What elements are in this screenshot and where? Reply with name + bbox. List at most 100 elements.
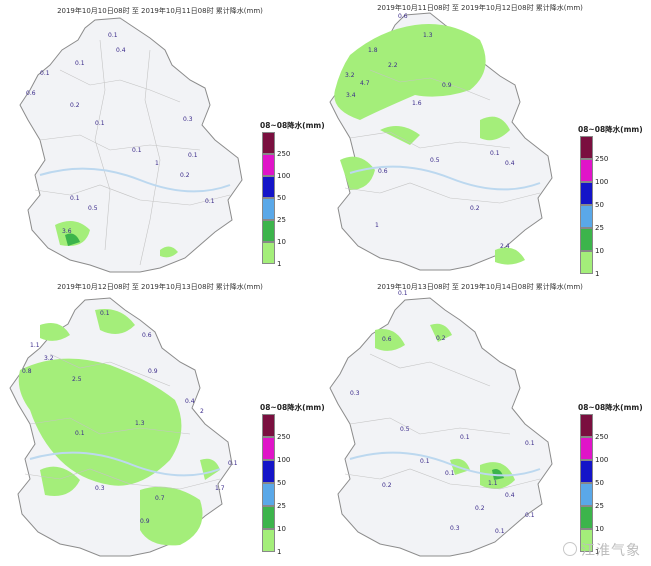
rain-label: 0.1 (495, 528, 505, 535)
legend-title: 08~08降水(mm) (260, 121, 325, 130)
rain-label: 0.4 (505, 160, 515, 167)
province-map (329, 12, 553, 271)
rain-area (334, 24, 525, 265)
legend-swatch (580, 460, 593, 483)
legend-swatch (580, 136, 593, 159)
rain-label: 0.9 (140, 518, 150, 525)
rain-label: 0.5 (430, 157, 440, 164)
rain-label: 0.1 (108, 32, 118, 39)
legend-swatch (580, 159, 593, 182)
rain-label: 0.1 (445, 470, 455, 477)
legend-swatch (262, 132, 275, 154)
rain-label: 1.3 (423, 32, 433, 39)
legend-title: 08~08降水(mm) (260, 403, 325, 412)
rain-label: 0.2 (436, 335, 446, 342)
legend-swatch (262, 220, 275, 242)
legend-tick: 250 (595, 433, 609, 441)
legend-swatch (262, 483, 275, 506)
panel-title: 2019年10月10日08时 至 2019年10月11日08时 累计降水(mm) (57, 7, 263, 15)
legend-tick: 250 (595, 155, 609, 163)
rain-label: 1 (375, 222, 379, 229)
province-outline (19, 17, 243, 273)
rain-label: 0.3 (183, 116, 193, 123)
rain-label: 0.3 (450, 525, 460, 532)
rain-label: 1 (155, 160, 159, 167)
rain-label: 3.2 (345, 72, 355, 79)
province-map (19, 17, 243, 273)
map-panel-3: 2019年10月12日08时 至 2019年10月13日08时 累计降水(mm)… (0, 280, 325, 560)
rain-label: 1.1 (488, 480, 498, 487)
legend-swatch (580, 205, 593, 228)
rain-label: 0.1 (70, 195, 80, 202)
legend-swatch (580, 414, 593, 437)
legend-swatch (580, 529, 593, 552)
legend-swatch (262, 529, 275, 552)
rain-label: 0.2 (70, 102, 80, 109)
legend-swatch (580, 182, 593, 205)
legend-swatch (262, 242, 275, 264)
rain-label: 3.2 (44, 355, 54, 362)
rain-label: 0.1 (95, 120, 105, 127)
rain-label: 2 (200, 408, 204, 415)
rain-label: 0.6 (378, 168, 388, 175)
rain-label: 1.8 (368, 47, 378, 54)
rain-label: 0.4 (116, 47, 126, 54)
rain-label: 0.5 (88, 205, 98, 212)
rain-label: 0.6 (382, 336, 392, 343)
rain-label: 0.9 (442, 82, 452, 89)
legend-swatch (262, 460, 275, 483)
rain-label: 3.6 (62, 228, 72, 235)
legend-swatch (262, 154, 275, 176)
rain-label: 0.1 (205, 198, 215, 205)
rain-label: 0.1 (525, 440, 535, 447)
rain-area (55, 221, 178, 258)
rain-label: 0.6 (26, 90, 36, 97)
rain-label: 0.1 (420, 458, 430, 465)
legend-title: 08~08降水(mm) (578, 403, 643, 412)
legend-tick: 100 (595, 456, 609, 464)
legend-tick: 1 (595, 548, 600, 556)
map-panel-2: 2019年10月11日08时 至 2019年10月12日08时 累计降水(mm)… (320, 0, 643, 280)
legend-swatch (580, 251, 593, 274)
watermark-text: 江淮气象 (581, 543, 641, 559)
rain-label: 2.5 (72, 376, 82, 383)
rain-label: 0.1 (188, 152, 198, 159)
rain-label: 2.2 (388, 62, 398, 69)
legend-tick: 10 (595, 247, 604, 255)
legend-swatch (262, 198, 275, 220)
legend-swatch (262, 506, 275, 529)
rain-label: 0.6 (142, 332, 152, 339)
legend-swatch (580, 483, 593, 506)
watermark: 江淮气象 (563, 540, 641, 560)
legend-tick: 100 (277, 172, 291, 180)
legend-tick: 50 (595, 201, 604, 209)
rain-label: 0.4 (505, 492, 515, 499)
rain-label: 0.3 (95, 485, 105, 492)
rain-label: 0.7 (155, 495, 165, 502)
rain-label: 1.7 (215, 485, 225, 492)
rain-label: 0.2 (180, 172, 190, 179)
panel-title: 2019年10月11日08时 至 2019年10月12日08时 累计降水(mm) (377, 4, 583, 12)
rain-label: 0.1 (490, 150, 500, 157)
rain-label: 0.2 (382, 482, 392, 489)
legend-tick: 1 (595, 270, 600, 278)
map-panel-1: 2019年10月10日08时 至 2019年10月11日08时 累计降水(mm)… (0, 0, 325, 280)
legend-swatch (580, 506, 593, 529)
legend-tick: 250 (277, 433, 291, 441)
rain-label: 0.1 (132, 147, 142, 154)
rain-label: 3.4 (346, 92, 356, 99)
rain-label: 2.4 (500, 243, 510, 250)
rain-label: 1.1 (30, 342, 40, 349)
rain-label: 0.3 (350, 390, 360, 397)
rain-label: 0.5 (400, 426, 410, 433)
legend-swatch (262, 176, 275, 198)
map-panel-4: 2019年10月13日08时 至 2019年10月14日08时 累计降水(mm)… (320, 280, 643, 560)
legend-tick: 25 (277, 216, 286, 224)
rain-label: 1.6 (412, 100, 422, 107)
legend-tick: 50 (595, 479, 604, 487)
legend-tick: 100 (277, 456, 291, 464)
rain-label: 0.2 (470, 205, 480, 212)
legend-tick: 10 (595, 525, 604, 533)
weibo-icon (563, 542, 577, 556)
legend-tick: 10 (277, 525, 286, 533)
